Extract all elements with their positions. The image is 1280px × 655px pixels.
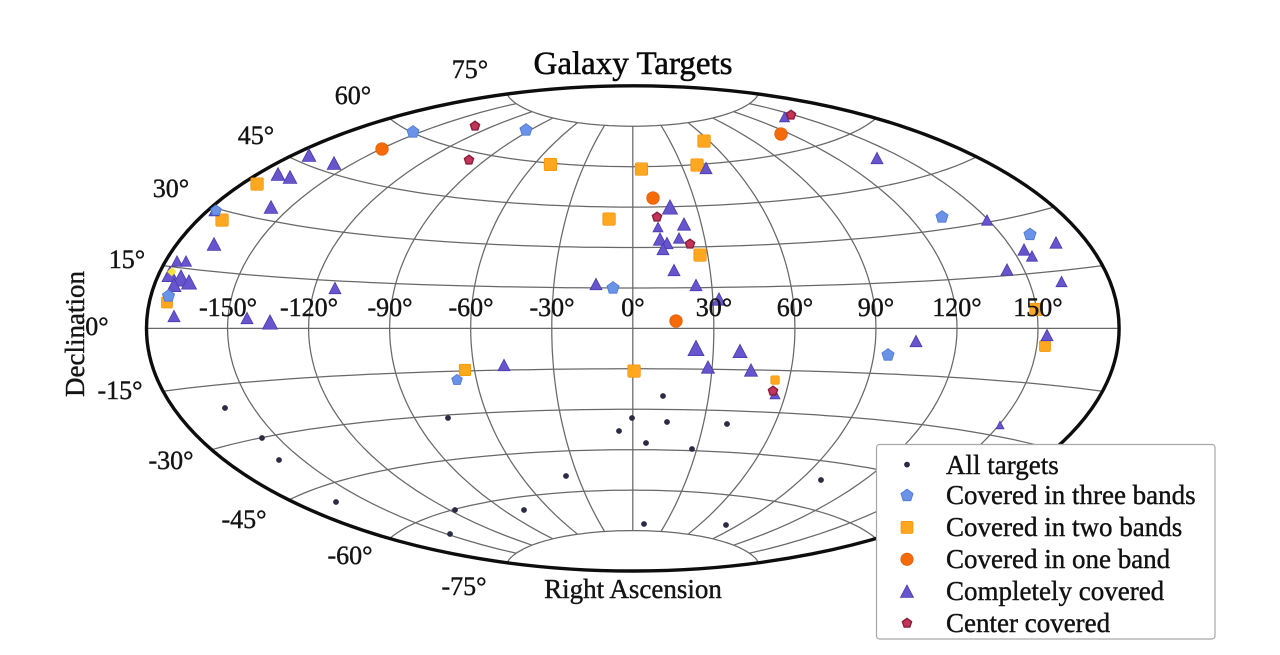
svg-text:120°: 120° [932, 293, 981, 322]
svg-text:-150°: -150° [199, 293, 257, 322]
svg-text:-30°: -30° [529, 293, 574, 322]
svg-text:-120°: -120° [280, 293, 338, 322]
svg-text:Covered in one band: Covered in one band [946, 544, 1171, 574]
svg-text:90°: 90° [858, 293, 894, 322]
svg-text:-45°: -45° [221, 505, 266, 534]
svg-text:150°: 150° [1013, 293, 1062, 322]
svg-text:Covered in three bands: Covered in three bands [946, 480, 1196, 510]
svg-text:-60°: -60° [448, 293, 493, 322]
svg-text:30°: 30° [696, 293, 732, 322]
svg-text:-90°: -90° [367, 293, 412, 322]
svg-text:Declination: Declination [60, 271, 90, 397]
svg-text:-15°: -15° [97, 376, 142, 405]
svg-text:0°: 0° [85, 312, 108, 341]
svg-text:0°: 0° [621, 293, 644, 322]
svg-text:-75°: -75° [441, 572, 486, 601]
svg-text:Galaxy Targets: Galaxy Targets [534, 46, 733, 82]
svg-text:Center covered: Center covered [946, 608, 1111, 638]
svg-text:Completely covered: Completely covered [946, 576, 1165, 606]
svg-text:45°: 45° [238, 121, 274, 150]
svg-text:-60°: -60° [327, 541, 372, 570]
svg-text:15°: 15° [109, 245, 145, 274]
svg-text:-30°: -30° [148, 446, 193, 475]
svg-text:Right Ascension: Right Ascension [544, 574, 722, 604]
svg-text:All targets: All targets [946, 450, 1059, 480]
svg-text:60°: 60° [335, 81, 371, 110]
svg-text:Covered in two bands: Covered in two bands [946, 512, 1182, 542]
svg-text:30°: 30° [153, 174, 189, 203]
svg-text:60°: 60° [777, 293, 813, 322]
svg-text:75°: 75° [452, 55, 488, 84]
